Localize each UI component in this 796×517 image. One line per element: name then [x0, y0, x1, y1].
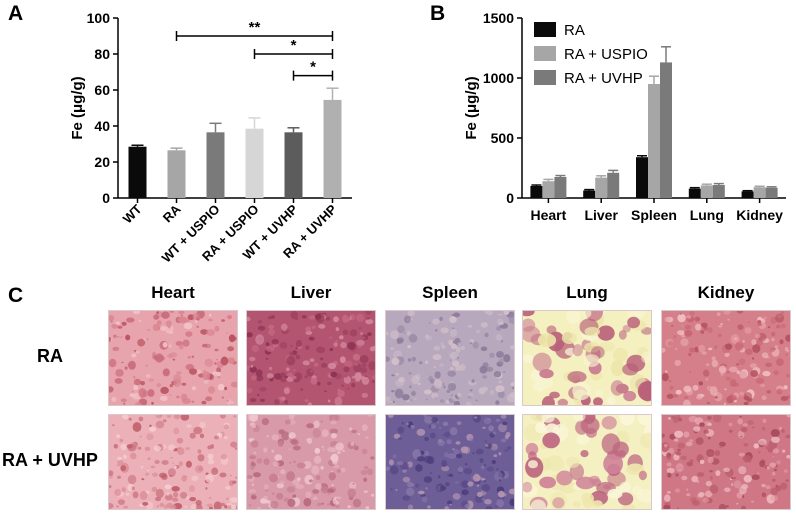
x-tick-label: RA: [160, 201, 184, 225]
bar: [542, 181, 555, 198]
bar: [245, 128, 264, 198]
histology-image: [522, 310, 652, 406]
significance-label: *: [291, 37, 297, 54]
x-tick-label: Kidney: [736, 207, 783, 223]
tissue-texture: [109, 415, 237, 509]
tissue-texture: [662, 415, 790, 509]
bar: [607, 172, 620, 198]
y-tick-label: 1000: [483, 70, 514, 86]
tissue-texture: [662, 311, 790, 405]
histology-image: [246, 414, 376, 510]
bar: [284, 132, 303, 198]
bar: [206, 132, 225, 198]
x-tick-label: Heart: [531, 207, 567, 223]
y-tick-label: 1500: [483, 10, 514, 26]
bar: [660, 62, 672, 199]
tissue-texture: [386, 311, 514, 405]
bar: [595, 177, 608, 198]
bar: [167, 150, 186, 198]
histology-image: [108, 310, 238, 406]
bar: [688, 188, 701, 198]
bar: [128, 146, 147, 198]
x-tick-label: Spleen: [631, 207, 677, 223]
histology-image: [108, 414, 238, 510]
y-tick-label: 80: [94, 46, 110, 62]
y-tick-label: 500: [491, 130, 515, 146]
bar: [636, 157, 648, 198]
bar: [323, 99, 342, 198]
legend-swatch: [534, 22, 556, 37]
y-tick-label: 40: [94, 118, 110, 134]
x-tick-label: WT: [120, 201, 145, 226]
y-axis-label: Fe (μg/g): [463, 76, 480, 139]
histology-column-title: Lung: [566, 283, 608, 302]
y-tick-label: 20: [94, 154, 110, 170]
histology-column-title: Liver: [290, 283, 332, 302]
significance-label: *: [310, 59, 316, 76]
panel-letter-b: B: [430, 2, 446, 25]
tissue-texture: [247, 415, 375, 509]
y-axis-label: Fe (μg/g): [69, 76, 86, 139]
histology-image: [661, 414, 791, 510]
tissue-texture: [247, 311, 375, 405]
histology-image: [385, 414, 515, 510]
y-tick-label: 100: [87, 10, 111, 26]
histology-image: [246, 310, 376, 406]
y-tick-label: 60: [94, 82, 110, 98]
histology-row-title: RA + UVHP: [2, 450, 98, 470]
x-tick-label: Lung: [690, 207, 724, 223]
legend-label: RA: [564, 22, 585, 39]
tissue-texture: [523, 415, 651, 509]
legend-label: RA + USPIO: [564, 46, 648, 63]
panel-letter-c: C: [8, 284, 24, 307]
histology-image: [522, 414, 652, 510]
bar: [583, 190, 596, 198]
histology-row-title: RA: [37, 346, 63, 366]
histology-column-title: Spleen: [422, 283, 478, 302]
significance-label: **: [249, 19, 261, 36]
histology-column-title: Heart: [151, 283, 195, 302]
histology-image: [385, 310, 515, 406]
legend-swatch: [534, 70, 556, 85]
tissue-texture: [109, 311, 237, 405]
tissue-texture: [523, 311, 651, 405]
chart-b: 0 500 1000 1500 Fe (μg/g) Heart Liver Spleen Lun…: [463, 10, 786, 223]
bar: [712, 185, 725, 198]
panel-letter-a: A: [8, 2, 24, 25]
x-tick-label: Liver: [584, 207, 618, 223]
bar: [648, 84, 660, 198]
y-tick-label: 0: [506, 190, 514, 206]
legend-label: RA + UVHP: [564, 70, 643, 87]
bar: [753, 187, 766, 198]
bar: [700, 185, 713, 198]
bar: [530, 186, 543, 198]
histology-column-title: Kidney: [697, 283, 755, 302]
histology-image: [661, 310, 791, 406]
bar: [765, 187, 778, 198]
y-tick-label: 0: [102, 190, 110, 206]
bar: [554, 177, 567, 198]
bar: [741, 191, 754, 198]
tissue-texture: [386, 415, 514, 509]
legend-swatch: [534, 46, 556, 61]
